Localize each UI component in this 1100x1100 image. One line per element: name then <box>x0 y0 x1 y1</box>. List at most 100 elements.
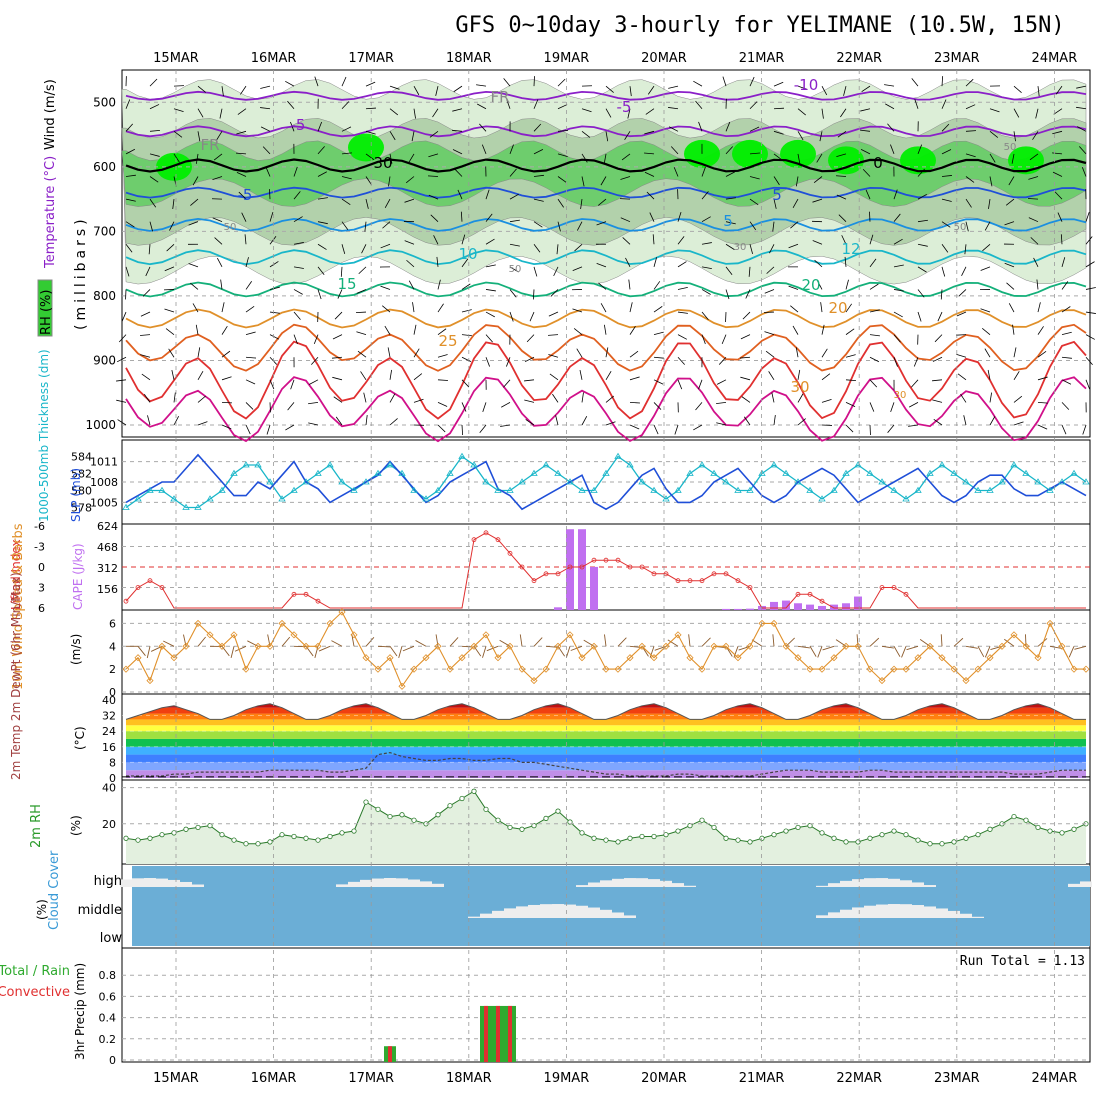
wind10-point <box>278 619 286 627</box>
wind10-barb <box>365 636 375 647</box>
top-date-label: 21MAR <box>739 51 785 66</box>
wind10-barb <box>688 634 691 647</box>
cloud-middle-block <box>900 904 912 918</box>
wind-barb <box>677 286 688 290</box>
wind-barb <box>317 221 328 225</box>
wind-barb <box>677 334 688 340</box>
cloud-middle-block <box>960 913 972 918</box>
thickness-point <box>614 452 622 459</box>
isotherm-contour <box>125 158 1087 173</box>
lifted-index-point <box>591 557 597 563</box>
wind-barb <box>965 176 975 183</box>
rh2m-point <box>603 837 609 843</box>
isotherm-contour <box>125 376 1087 443</box>
wind-barb <box>308 402 319 405</box>
thickness-point <box>170 495 178 502</box>
rh-high-blob <box>828 146 864 175</box>
wind10-tick-label: 2 <box>109 663 116 676</box>
wind-barb <box>197 108 204 118</box>
thickness-point <box>158 486 166 493</box>
wind-barb <box>600 303 607 313</box>
millibars-axis-label: (millibars) <box>73 215 89 330</box>
thickness-point <box>518 478 526 485</box>
wind-barb <box>965 78 974 87</box>
wind-barb <box>645 108 655 115</box>
wind-barb <box>869 283 879 290</box>
wind-barb <box>548 311 559 317</box>
wind10-barb <box>869 637 880 647</box>
wind10-barb <box>856 634 859 647</box>
wind-barb <box>1076 126 1087 132</box>
thickness-point <box>830 486 838 493</box>
cloud-high-block <box>372 878 384 887</box>
wind-barb <box>941 198 952 202</box>
wind-barb <box>548 354 559 358</box>
wind-barb <box>387 347 391 358</box>
lifted-index-point <box>159 585 165 590</box>
cape-bar <box>842 603 850 610</box>
wind-barb <box>668 126 679 132</box>
wind-barb <box>629 350 639 358</box>
rh2m-point <box>1059 830 1065 836</box>
thickness-point <box>1034 478 1042 485</box>
wind10-point <box>254 642 262 650</box>
cape-bar <box>854 596 862 610</box>
wind-barb <box>529 311 535 322</box>
rh2m-line <box>125 790 1087 845</box>
wind10-point <box>986 654 994 662</box>
rh2m-point <box>483 806 489 812</box>
wind-barb <box>245 424 251 435</box>
rh2m-point <box>723 835 729 841</box>
rh-legend-swatch <box>37 279 53 337</box>
wind-barb <box>481 144 487 155</box>
cape-bar <box>806 604 814 610</box>
slp-tick-label: 1008 <box>90 476 118 489</box>
rh2m-point <box>1047 828 1053 834</box>
wind-barb <box>140 334 151 336</box>
wind-barb <box>533 123 542 132</box>
wind-barb <box>845 402 856 407</box>
wind-barb <box>290 121 295 132</box>
contour-label: 50 <box>954 222 967 233</box>
wind10-point <box>614 665 622 673</box>
rh2m-area <box>126 791 1086 864</box>
wind-barb <box>173 108 184 113</box>
cloud-high-block <box>432 883 444 887</box>
wind10-barb <box>751 639 763 647</box>
cloud-middle-block <box>576 905 588 918</box>
wind10-barb <box>197 636 206 647</box>
wind-barb <box>404 240 415 245</box>
wind-barb <box>957 373 967 381</box>
cape-tick-label: 468 <box>97 541 118 554</box>
wind10-barb <box>234 645 247 652</box>
wind-barb <box>989 153 996 163</box>
wind10-point <box>1082 665 1090 673</box>
top-date-label: 22MAR <box>836 51 882 66</box>
wind-barb <box>341 198 351 206</box>
lifted-index-point <box>879 585 885 590</box>
wind10-point <box>290 631 298 639</box>
wind-barb <box>341 126 352 132</box>
wind10-tick-label: 4 <box>109 640 116 653</box>
lifted-index-point <box>135 585 141 590</box>
wind-barb <box>840 108 847 118</box>
li-tick-label: -6 <box>34 520 45 533</box>
wind-barb <box>1036 279 1039 290</box>
top-date-label: 19MAR <box>544 51 590 66</box>
run-total-label: Run Total = 1.13 <box>960 954 1085 969</box>
wind-barb <box>620 217 631 223</box>
wind10-barb <box>377 645 391 648</box>
wind-barb <box>245 305 255 313</box>
temp2m-tick-label: 40 <box>102 694 116 707</box>
wind-barb <box>627 108 631 119</box>
contour-label: 50 <box>1004 142 1017 153</box>
wind-barb <box>384 325 391 335</box>
thickness-point <box>758 469 766 476</box>
wind-barb <box>149 153 160 157</box>
wind-barb <box>581 176 585 187</box>
wind-barb <box>1004 262 1015 268</box>
wind-barb <box>197 370 204 381</box>
slp-panel: 1011 1008 1005 584 582 580 578 1000-500mb Thick… <box>37 349 1090 522</box>
thickness-point <box>638 478 646 485</box>
wind10-point <box>902 665 910 673</box>
